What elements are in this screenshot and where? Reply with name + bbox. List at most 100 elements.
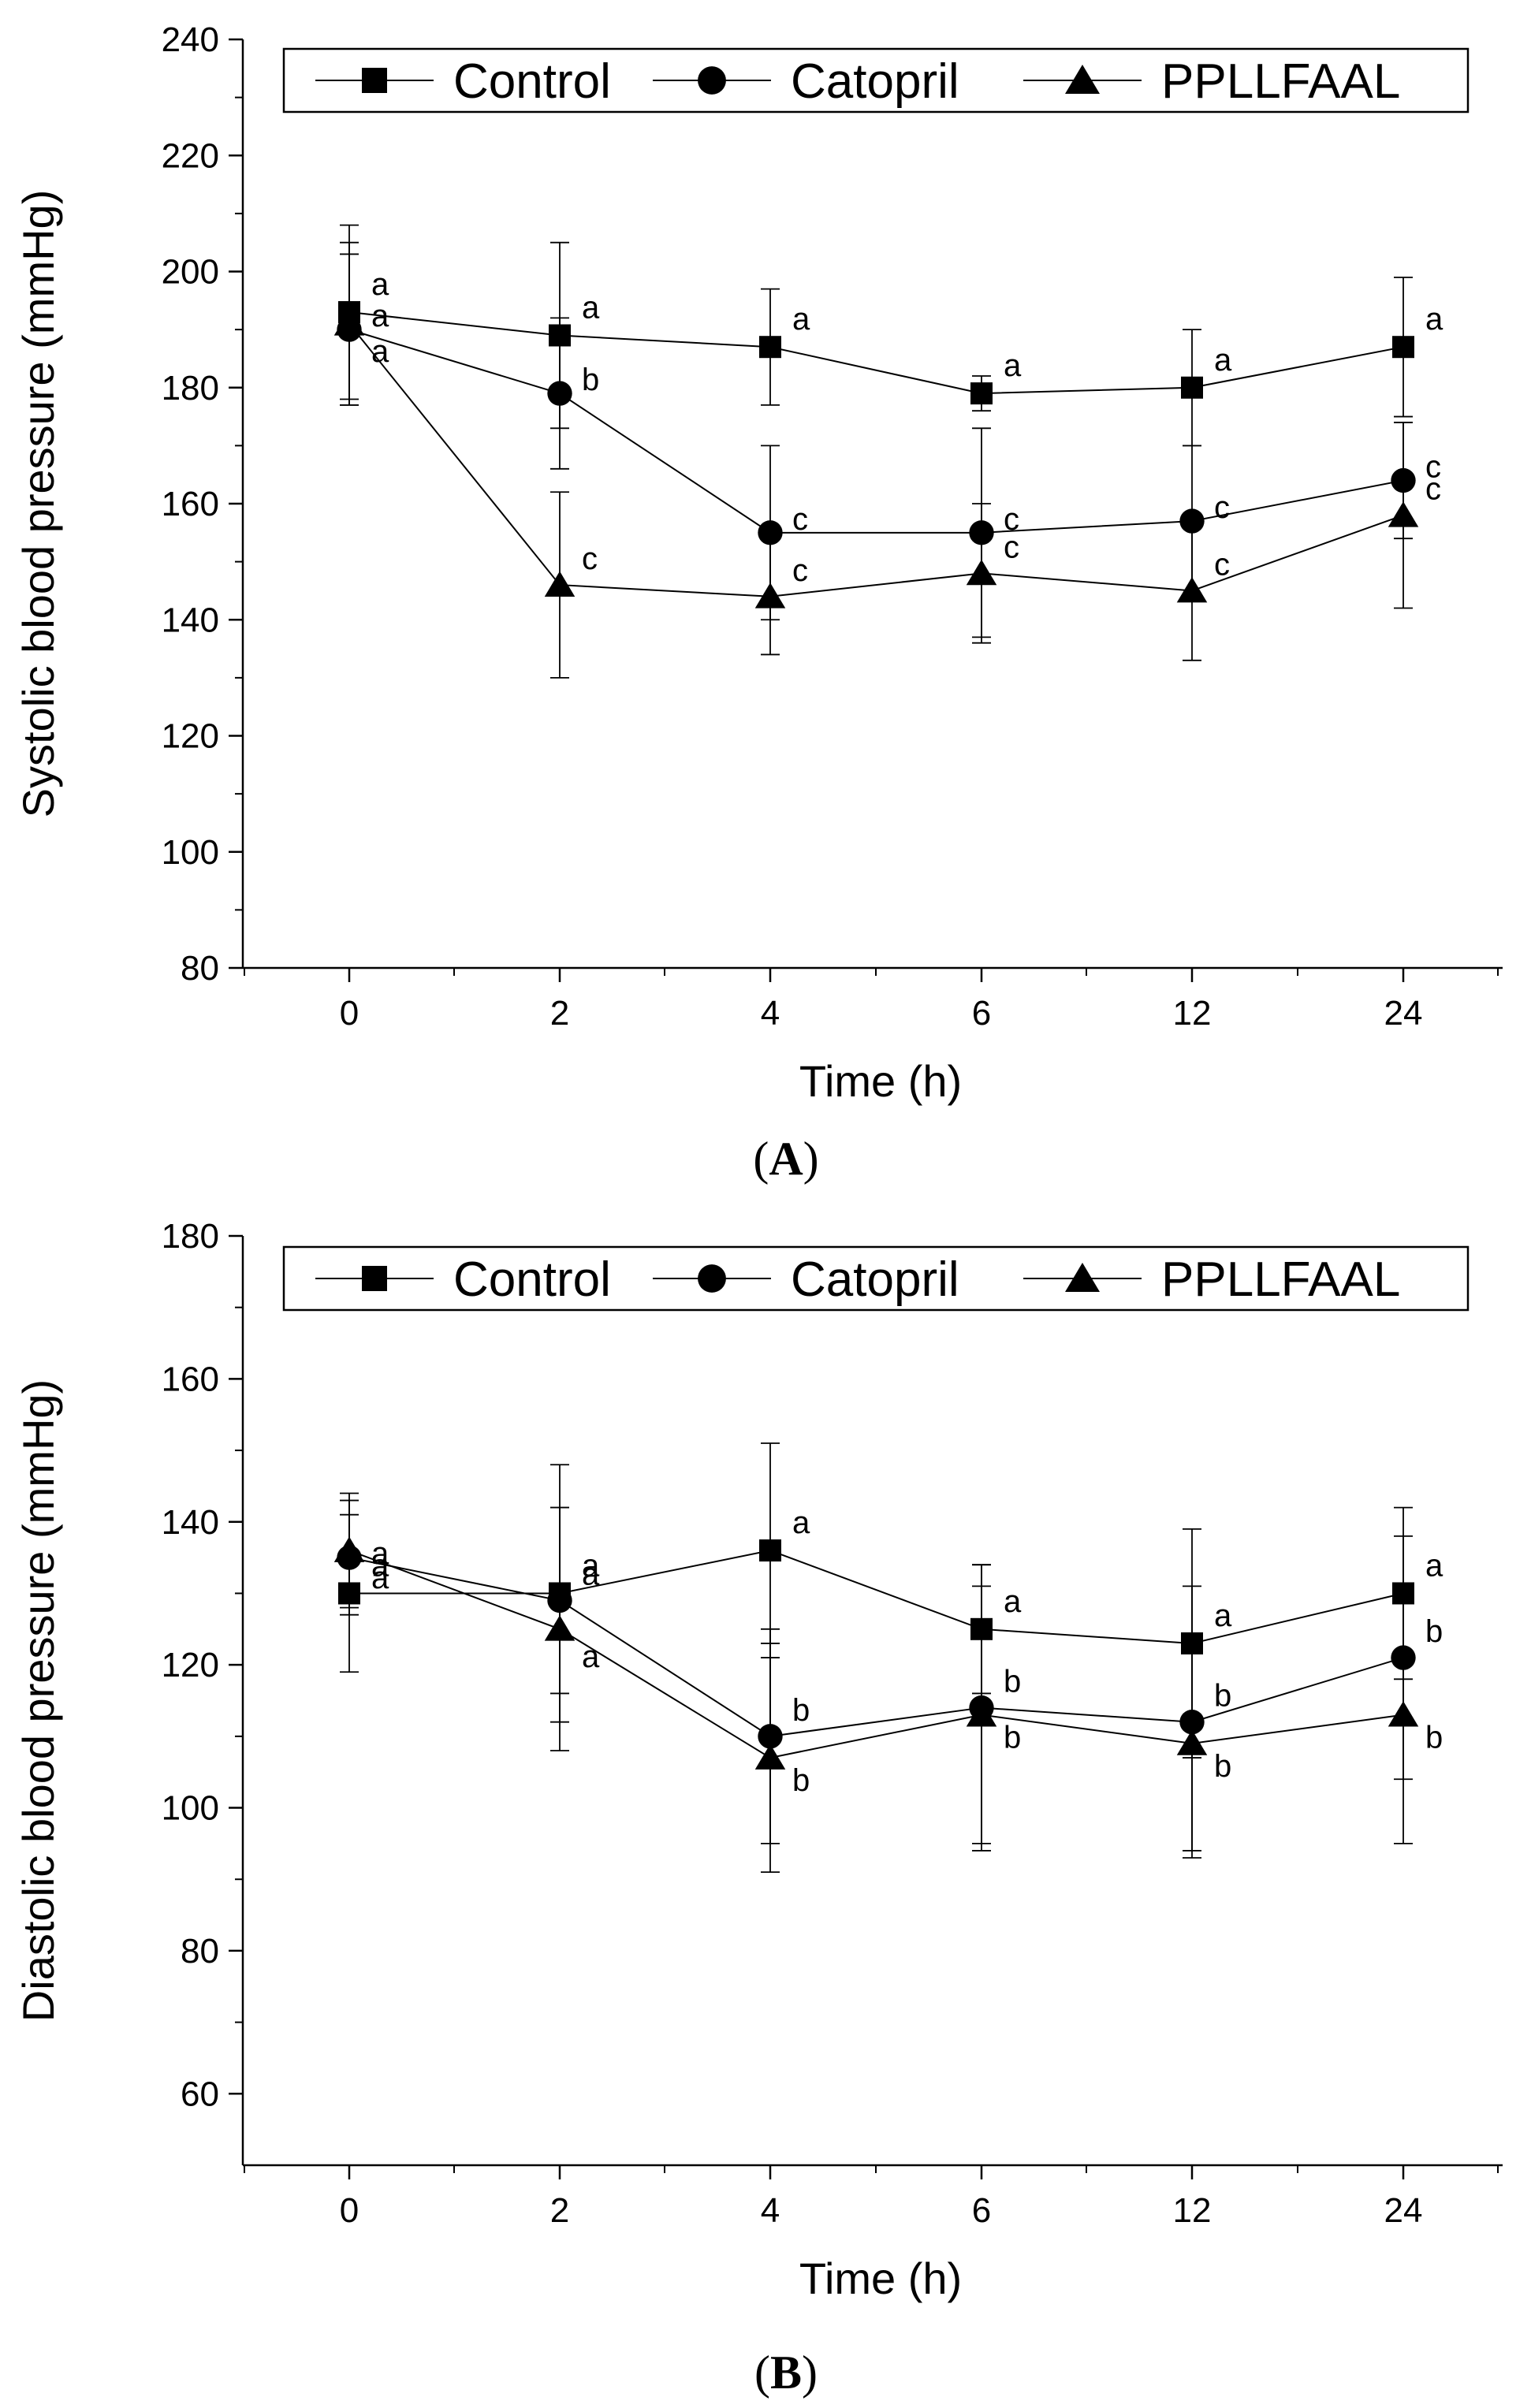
data-point (759, 336, 781, 359)
data-point (1392, 336, 1414, 359)
significance-letter: b (792, 1693, 810, 1728)
significance-letter: a (582, 1639, 600, 1674)
significance-letter: a (1425, 302, 1443, 337)
x-tick-label: 0 (340, 994, 359, 1033)
significance-letter: a (371, 1561, 389, 1595)
y-tick-label: 160 (162, 1360, 219, 1398)
significance-letter: a (371, 1536, 389, 1571)
panel-paren-open: ( (754, 2347, 770, 2399)
y-tick-label: 120 (162, 717, 219, 756)
significance-letter: c (1425, 450, 1441, 485)
data-point (1176, 1729, 1208, 1755)
data-point (754, 1744, 786, 1770)
data-point (1388, 1701, 1419, 1727)
significance-letter: c (1004, 502, 1019, 537)
legend-marker (698, 66, 726, 95)
significance-letter: a (1214, 343, 1232, 378)
x-tick-label: 24 (1384, 994, 1423, 1033)
series-PPLLFAAL (333, 1492, 1419, 1874)
legend-label: Control (453, 54, 611, 109)
significance-letter: a (371, 1548, 389, 1583)
significance-letter: a (792, 1505, 810, 1540)
panel-label: (A) (753, 1133, 818, 1185)
series-PPLLFAAL (333, 241, 1419, 679)
series-line (348, 311, 1404, 395)
data-point (544, 571, 576, 597)
y-tick-label: 180 (162, 1217, 219, 1256)
series-Control (338, 1442, 1414, 1759)
significance-letter: c (1214, 490, 1230, 525)
series-line (348, 323, 1404, 597)
legend-box (282, 47, 1470, 114)
x-tick-label: 12 (1173, 994, 1212, 1033)
legend-label: Control (453, 1252, 611, 1307)
y-tick-label: 80 (181, 949, 219, 988)
significance-letter: c (792, 553, 808, 588)
significance-letter: a (371, 299, 389, 333)
significance-letter: c (582, 542, 598, 576)
legend-marker (362, 1266, 387, 1291)
x-tick-label: 6 (972, 2191, 991, 2230)
data-point (1181, 376, 1203, 399)
x-tick-label: 6 (972, 994, 991, 1033)
data-point (759, 1539, 781, 1562)
data-point (547, 381, 572, 406)
data-point (333, 1536, 365, 1562)
panel-letter: B (770, 2347, 802, 2399)
significance-letter: a (1214, 1599, 1232, 1633)
significance-letter: a (582, 1558, 600, 1592)
series-Catopril (337, 1499, 1416, 1859)
significance-letter: a (371, 267, 389, 302)
legend-label: PPLLFAAL (1161, 54, 1400, 109)
panel-paren-open: ( (753, 1133, 769, 1185)
data-point (754, 582, 786, 609)
significance-letter: c (1004, 530, 1019, 564)
significance-letter: b (1004, 1665, 1021, 1699)
x-axis-title: Time (h) (799, 1056, 962, 1106)
y-tick-label: 180 (162, 369, 219, 408)
significance-letter: b (1214, 1679, 1231, 1714)
data-point (544, 1615, 576, 1641)
legend: Control Catopril PPLLFAAL (282, 1245, 1470, 1312)
x-tick-label: 4 (761, 994, 780, 1033)
legend-box (282, 1245, 1470, 1312)
significance-letter: a (582, 1548, 600, 1583)
y-tick-label: 100 (162, 1789, 219, 1828)
y-axis-title: Systolic blood pressure (mmHg) (13, 190, 63, 818)
legend-marker (698, 1264, 726, 1293)
significance-letter: a (582, 290, 600, 325)
significance-letter: b (792, 1763, 810, 1798)
y-axis-title: Diastolic blood pressure (mmHg) (13, 1379, 63, 2022)
y-tick-label: 60 (181, 2075, 219, 2113)
data-point (1388, 501, 1419, 527)
legend-label: PPLLFAAL (1161, 1252, 1400, 1307)
significance-letter: a (792, 302, 810, 337)
series-line (348, 329, 1404, 534)
significance-letter: c (792, 502, 808, 537)
series-Control (338, 224, 1414, 447)
panel-label: (B) (754, 2347, 818, 2399)
significance-letter: b (1425, 1614, 1443, 1649)
x-tick-label: 12 (1173, 2191, 1212, 2230)
panel-letter: A (769, 1133, 803, 1185)
legend-label: Catopril (791, 1252, 959, 1307)
y-tick-label: 80 (181, 1932, 219, 1971)
x-tick-label: 2 (550, 2191, 569, 2230)
significance-letter: c (1214, 547, 1230, 582)
legend-label: Catopril (791, 54, 959, 109)
data-point (970, 382, 993, 405)
y-tick-label: 120 (162, 1646, 219, 1684)
significance-letter: b (1425, 1721, 1443, 1755)
panel-paren-close: ) (803, 1133, 819, 1185)
y-tick-label: 100 (162, 833, 219, 872)
x-tick-label: 0 (340, 2191, 359, 2230)
series-line (349, 1550, 1404, 1644)
x-tick-label: 2 (550, 994, 569, 1033)
data-point (966, 1701, 997, 1727)
significance-letter: a (371, 334, 389, 369)
series-Catopril (337, 253, 1416, 638)
y-tick-label: 200 (162, 253, 219, 292)
legend-marker (362, 68, 387, 93)
